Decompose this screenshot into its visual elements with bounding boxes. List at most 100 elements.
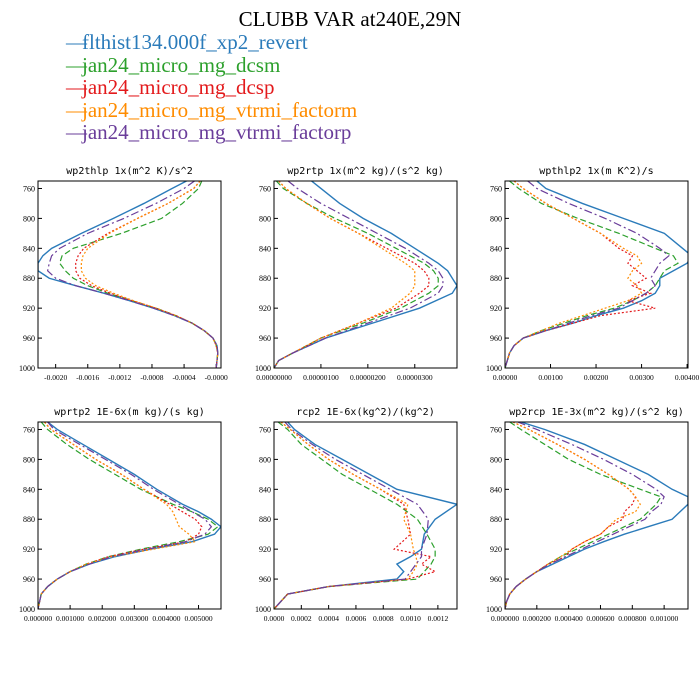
y-tick-label: 960 (23, 334, 35, 343)
x-tick-label: 0.0006 (346, 614, 367, 623)
legend-line-sample: — (66, 120, 87, 144)
series-line (274, 181, 439, 368)
series-line (505, 181, 670, 368)
y-tick-label: 1000 (255, 605, 271, 614)
y-tick-label: 760 (259, 184, 271, 193)
y-tick-label: 920 (259, 304, 271, 313)
y-tick-label: 840 (490, 485, 502, 494)
x-tick-label: -0.0008 (140, 373, 163, 382)
y-tick-label: 1000 (255, 364, 271, 373)
series-line (38, 422, 219, 609)
y-tick-label: 800 (23, 455, 35, 464)
plot-frame (273, 421, 458, 610)
x-tick-label: 0.00100 (538, 373, 563, 382)
plot-title: wp2rtp 1x(m^2 kg)/(s^2 kg) (287, 166, 444, 177)
series-line (38, 422, 213, 609)
x-tick-label: 0.000000 (491, 614, 519, 623)
x-tick-label: 0.000600 (586, 614, 614, 623)
x-tick-label: 0.000000 (24, 614, 52, 623)
y-tick-label: 960 (259, 334, 271, 343)
legend: —flthist134.000f_xp2_revert —jan24_micro_… (66, 31, 357, 144)
x-tick-label: 0.0010 (400, 614, 421, 623)
x-tick-label: 0.0000 (264, 614, 285, 623)
series-line (274, 422, 419, 609)
series-line (274, 422, 429, 609)
legend-label: jan24_micro_mg_vtrmi_factorm (82, 97, 358, 122)
series-line (505, 422, 641, 609)
y-tick-label: 1000 (486, 605, 502, 614)
series-line (505, 181, 656, 368)
y-tick-label: 840 (23, 485, 35, 494)
x-tick-label: 0.0002 (291, 614, 312, 623)
x-tick-label: 0.003000 (120, 614, 148, 623)
legend-label: jan24_micro_mg_dcsp (82, 75, 275, 99)
y-tick-label: 880 (490, 515, 502, 524)
series-line (505, 181, 688, 368)
y-tick-label: 1000 (19, 605, 35, 614)
y-tick-label: 840 (490, 244, 502, 253)
series-line (274, 422, 437, 609)
legend-line-sample: — (66, 75, 87, 99)
y-tick-label: 880 (259, 274, 271, 283)
legend-label: jan24_micro_mg_dcsm (82, 52, 281, 77)
y-tick-label: 1000 (19, 364, 35, 373)
series-line (80, 181, 219, 368)
plot-panel: wprtp2 1E-6x(m kg)/(s kg) 760 800 840 880 920… (19, 407, 222, 623)
plot-panel: wp2rtp 1x(m^2 kg)/(s^2 kg) 760 800 840 880 92… (255, 166, 458, 382)
x-tick-label: -0.0016 (76, 373, 99, 382)
plot-frame (273, 180, 458, 369)
plot-panel: wpthlp2 1x(m K^2)/s 760 800 840 880 920 960 100… (486, 166, 700, 382)
legend-entry: —jan24_micro_mg_vtrmi_factorm (66, 97, 358, 122)
figure-title: CLUBB VAR at240E,29N (238, 7, 462, 31)
legend-line-sample: — (66, 30, 87, 54)
series-line (75, 181, 219, 368)
y-tick-label: 920 (23, 545, 35, 554)
y-tick-label: 880 (490, 274, 502, 283)
plot-panel: rcp2 1E-6x(kg^2)/(kg^2) 760 800 840 880 920 96… (255, 407, 458, 623)
plot-title: wprtp2 1E-6x(m kg)/(s kg) (54, 407, 205, 418)
x-tick-label: 0.00000000 (256, 373, 292, 382)
series-line (274, 181, 416, 368)
x-tick-label: 0.000800 (618, 614, 646, 623)
series-line (505, 181, 679, 368)
series-line (505, 422, 688, 609)
plot-title: wpthlp2 1x(m K^2)/s (539, 166, 653, 177)
series-line (274, 422, 436, 609)
x-tick-label: 0.005000 (184, 614, 212, 623)
legend-line-sample: — (66, 52, 87, 77)
y-tick-label: 880 (23, 515, 35, 524)
legend-entry: —jan24_micro_mg_dcsp (66, 76, 357, 99)
series-line (59, 181, 219, 368)
x-tick-label: 0.00400 (675, 373, 700, 382)
plot-frame (37, 421, 222, 610)
x-tick-label: 0.001000 (650, 614, 678, 623)
y-tick-label: 760 (259, 425, 271, 434)
x-tick-label: -0.0012 (108, 373, 131, 382)
plot-frame (504, 421, 689, 610)
legend-label: jan24_micro_mg_vtrmi_factorp (82, 120, 352, 144)
series-line (274, 181, 457, 368)
y-tick-label: 880 (23, 274, 35, 283)
series-line (38, 422, 203, 609)
y-tick-label: 1000 (486, 364, 502, 373)
series-line (274, 181, 444, 368)
x-tick-label: 0.00000300 (397, 373, 433, 382)
series-line (505, 422, 637, 609)
legend-line-sample: — (66, 97, 87, 122)
y-tick-label: 800 (490, 455, 502, 464)
x-tick-label: -0.0020 (44, 373, 67, 382)
x-tick-label: 0.00200 (584, 373, 609, 382)
x-tick-label: 0.002000 (88, 614, 116, 623)
y-tick-label: 800 (259, 214, 271, 223)
y-tick-label: 760 (490, 425, 502, 434)
legend-entry: —jan24_micro_mg_dcsm (66, 52, 357, 77)
plot-title: wp2rcp 1E-3x(m^2 kg)/(s^2 kg) (509, 407, 684, 418)
x-tick-label: 0.001000 (56, 614, 84, 623)
y-tick-label: 760 (23, 184, 35, 193)
series-line (38, 422, 221, 609)
plot-title: rcp2 1E-6x(kg^2)/(kg^2) (296, 407, 434, 418)
x-tick-label: 0.000200 (523, 614, 551, 623)
y-tick-label: 960 (23, 575, 35, 584)
y-tick-label: 920 (23, 304, 35, 313)
